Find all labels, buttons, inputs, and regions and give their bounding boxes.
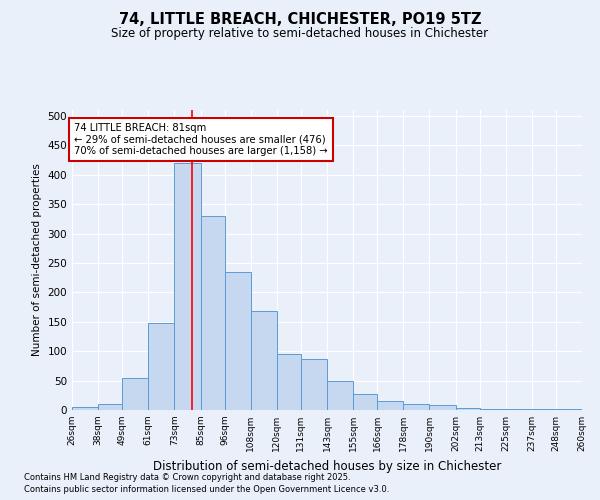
Bar (251, 311, 277, 410)
Bar (175, 163, 200, 410)
Bar (353, 394, 377, 410)
Y-axis label: Number of semi-detached properties: Number of semi-detached properties (32, 164, 42, 356)
Bar (72, 407, 98, 410)
X-axis label: Distribution of semi-detached houses by size in Chichester: Distribution of semi-detached houses by … (153, 460, 501, 472)
Bar (403, 404, 430, 410)
Bar (301, 360, 327, 410)
Bar (98, 404, 122, 410)
Bar (148, 323, 175, 410)
Text: 74, LITTLE BREACH, CHICHESTER, PO19 5TZ: 74, LITTLE BREACH, CHICHESTER, PO19 5TZ (119, 12, 481, 28)
Bar (430, 406, 455, 410)
Bar (377, 401, 403, 410)
Text: Contains HM Land Registry data © Crown copyright and database right 2025.: Contains HM Land Registry data © Crown c… (24, 472, 350, 482)
Bar (224, 272, 251, 410)
Bar (122, 378, 148, 410)
Bar (455, 408, 479, 410)
Text: Size of property relative to semi-detached houses in Chichester: Size of property relative to semi-detach… (112, 28, 488, 40)
Bar (200, 216, 224, 410)
Bar (277, 354, 301, 410)
Bar (479, 409, 506, 410)
Text: 74 LITTLE BREACH: 81sqm
← 29% of semi-detached houses are smaller (476)
70% of s: 74 LITTLE BREACH: 81sqm ← 29% of semi-de… (74, 123, 328, 156)
Text: Contains public sector information licensed under the Open Government Licence v3: Contains public sector information licen… (24, 485, 389, 494)
Bar (327, 380, 353, 410)
